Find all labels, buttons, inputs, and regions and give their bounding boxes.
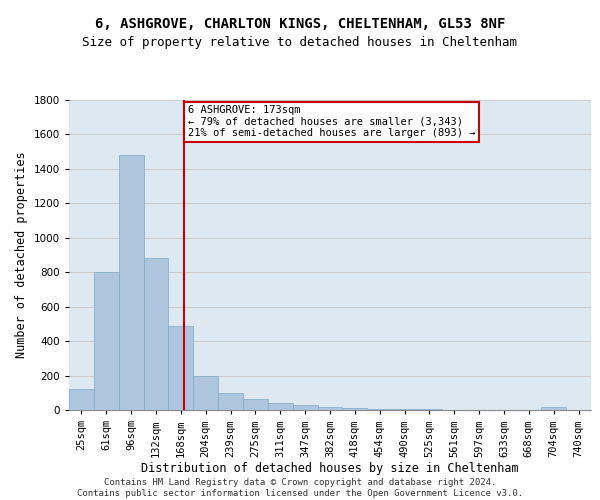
Bar <box>243 399 268 410</box>
Bar <box>69 390 94 410</box>
X-axis label: Distribution of detached houses by size in Cheltenham: Distribution of detached houses by size … <box>141 462 519 475</box>
Bar <box>343 408 367 410</box>
Bar <box>193 376 218 410</box>
Bar <box>143 258 169 410</box>
Bar <box>392 408 417 410</box>
Text: Contains HM Land Registry data © Crown copyright and database right 2024.
Contai: Contains HM Land Registry data © Crown c… <box>77 478 523 498</box>
Bar <box>268 403 293 410</box>
Bar <box>541 408 566 410</box>
Bar <box>169 326 193 410</box>
Bar <box>293 405 317 410</box>
Text: 6 ASHGROVE: 173sqm
← 79% of detached houses are smaller (3,343)
21% of semi-deta: 6 ASHGROVE: 173sqm ← 79% of detached hou… <box>188 105 476 138</box>
Bar <box>367 408 392 410</box>
Bar <box>317 406 343 410</box>
Bar <box>94 272 119 410</box>
Bar <box>218 393 243 410</box>
Bar <box>417 408 442 410</box>
Text: 6, ASHGROVE, CHARLTON KINGS, CHELTENHAM, GL53 8NF: 6, ASHGROVE, CHARLTON KINGS, CHELTENHAM,… <box>95 18 505 32</box>
Text: Size of property relative to detached houses in Cheltenham: Size of property relative to detached ho… <box>83 36 517 49</box>
Bar <box>119 155 143 410</box>
Y-axis label: Number of detached properties: Number of detached properties <box>15 152 28 358</box>
